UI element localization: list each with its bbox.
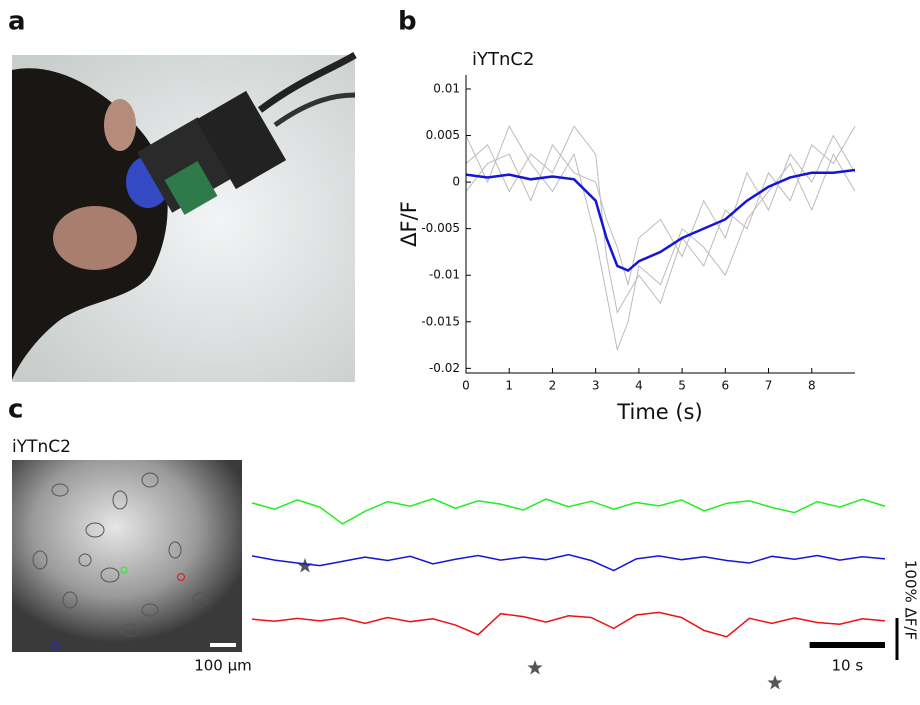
trace [465,168,856,273]
event-markers [297,558,783,690]
y-tick-label: -0.015 [421,314,460,328]
y-tick-label: -0.005 [421,221,460,235]
chart-title: iYTnC2 [472,49,534,70]
y-tick-label: 0 [452,175,460,189]
scale-bar-label: 100% ΔF/F [902,560,920,640]
trace [251,611,886,638]
x-tick-label: 8 [808,379,816,393]
x-tick-label: 3 [592,379,600,393]
y-tick-label: -0.02 [429,361,460,375]
trace [465,125,856,352]
photo [12,51,357,382]
x-tick-label: 4 [635,379,643,393]
panel-label: c [8,395,23,425]
trace [465,134,856,287]
trace [251,553,886,572]
panel-title: iYTnC2 [12,437,71,457]
y-tick-label: 0.005 [426,128,460,142]
trace [251,497,886,525]
x-axis-label: Time (s) [616,400,702,424]
panel-label: b [398,7,417,37]
x-tick-label: 0 [462,379,470,393]
panel-label: a [8,7,26,37]
y-tick-label: -0.01 [429,268,460,282]
x-tick-label: 7 [765,379,773,393]
y-tick-label: 0.01 [433,81,460,95]
scale-bar-label: 10 s [831,657,863,675]
y-axis-label: ΔF/F [397,201,421,247]
x-tick-label: 5 [678,379,686,393]
x-tick-label: 6 [722,379,730,393]
x-tick-label: 2 [549,379,557,393]
trace [465,125,856,314]
axes [465,75,855,374]
x-tick-label: 1 [505,379,513,393]
roi-image [12,460,242,652]
image-scale-label: 100 µm [194,657,252,675]
